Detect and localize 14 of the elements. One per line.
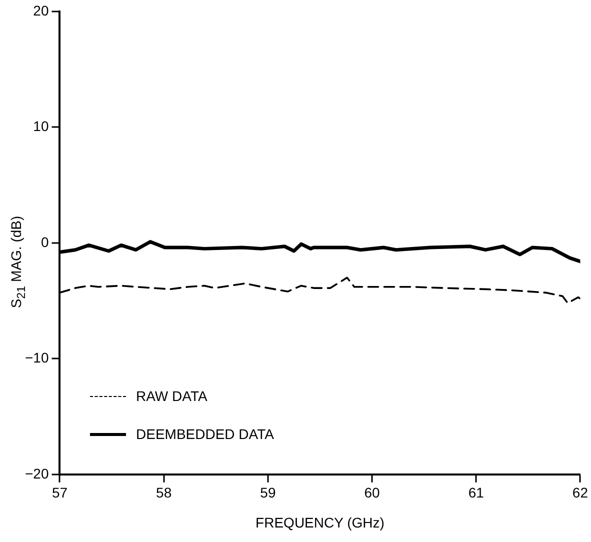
y-tick-label: 10	[33, 118, 49, 134]
x-tick-label: 60	[364, 484, 380, 501]
y-tick-label: −20	[25, 465, 49, 482]
x-tick-label: 58	[156, 484, 172, 501]
x-tick-label: 59	[260, 484, 276, 501]
y-tick-label: 20	[33, 2, 49, 18]
y-tick-label: 0	[40, 234, 49, 250]
legend-label: DEEMBEDDED DATA	[136, 426, 274, 442]
x-tick-label: 57	[52, 484, 68, 501]
x-tick-label: 61	[468, 484, 484, 501]
legend-label: RAW DATA	[136, 388, 208, 404]
y-tick-label: −10	[25, 350, 49, 366]
x-axis-title: FREQUENCY (GHz)	[256, 514, 384, 530]
x-tick-label: 62	[572, 484, 588, 501]
